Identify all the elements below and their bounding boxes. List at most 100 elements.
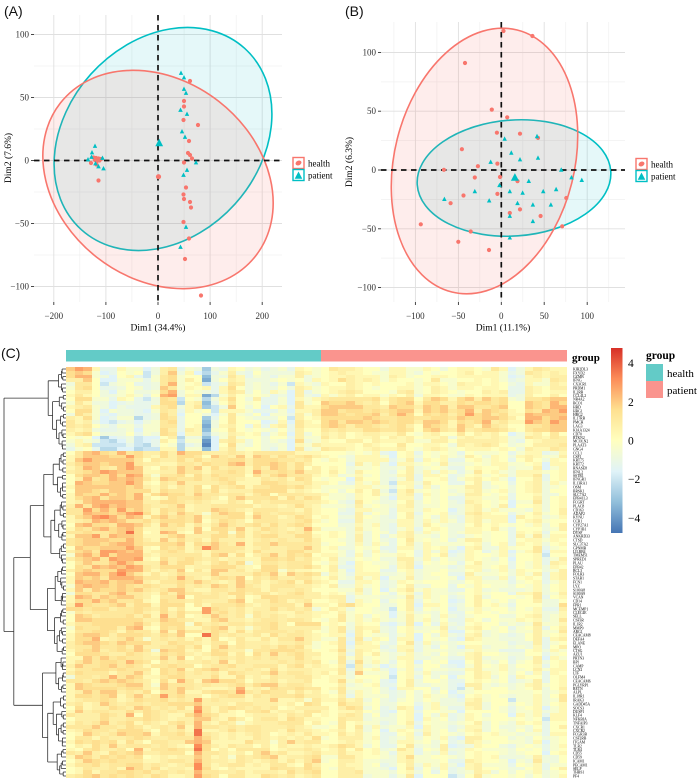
- svg-text:BRSK1: BRSK1: [573, 489, 585, 493]
- svg-text:−50: −50: [451, 311, 466, 321]
- svg-text:−50: −50: [362, 224, 377, 234]
- svg-text:group: group: [646, 350, 675, 362]
- svg-text:(B): (B): [345, 3, 364, 19]
- svg-text:Dim2 (7.6%): Dim2 (7.6%): [3, 133, 14, 183]
- svg-text:EPB42: EPB42: [573, 565, 584, 569]
- svg-text:HBG1: HBG1: [573, 409, 583, 413]
- svg-text:CSF1: CSF1: [573, 455, 582, 459]
- svg-text:CCR1: CCR1: [573, 519, 582, 523]
- svg-text:SLC7A2: SLC7A2: [573, 493, 586, 497]
- svg-text:FXYD2: FXYD2: [573, 371, 585, 375]
- svg-text:−100: −100: [406, 311, 425, 321]
- svg-text:PRDM1: PRDM1: [573, 386, 585, 390]
- svg-text:CEACAM8: CEACAM8: [573, 633, 591, 637]
- svg-text:IL1R2: IL1R2: [573, 622, 583, 626]
- svg-text:TLR4: TLR4: [573, 748, 582, 752]
- svg-text:S100A9: S100A9: [573, 592, 585, 596]
- svg-text:50: 50: [367, 106, 377, 116]
- svg-text:LILRB4: LILRB4: [573, 550, 586, 554]
- svg-text:CLEC4E: CLEC4E: [573, 611, 587, 615]
- svg-text:ITGAM: ITGAM: [573, 740, 586, 744]
- svg-text:CD55: CD55: [573, 751, 582, 755]
- svg-text:TLR2: TLR2: [573, 744, 582, 748]
- svg-text:HBG2: HBG2: [573, 413, 583, 417]
- svg-text:0: 0: [25, 156, 30, 166]
- svg-text:−2: −2: [628, 474, 640, 486]
- svg-text:−200: −200: [45, 311, 64, 321]
- svg-text:KLF4: KLF4: [573, 713, 582, 717]
- svg-text:S100A8: S100A8: [573, 588, 585, 592]
- svg-text:ELANE: ELANE: [573, 641, 586, 645]
- svg-text:100: 100: [580, 311, 594, 321]
- svg-text:Dim1 (34.4%): Dim1 (34.4%): [131, 323, 186, 334]
- svg-text:MCOLN2: MCOLN2: [573, 439, 588, 443]
- svg-text:ALPL: ALPL: [573, 690, 583, 694]
- svg-text:SOCS3: SOCS3: [573, 706, 584, 710]
- svg-text:DYSF: DYSF: [573, 531, 582, 535]
- svg-text:PGLYRP1: PGLYRP1: [573, 683, 589, 687]
- svg-text:CXCR2: CXCR2: [573, 729, 585, 733]
- svg-text:BPI: BPI: [573, 660, 580, 664]
- svg-text:NFKBIA: NFKBIA: [573, 717, 587, 721]
- svg-text:CAMP: CAMP: [573, 664, 583, 668]
- svg-text:100: 100: [16, 30, 30, 40]
- svg-text:IL18R1: IL18R1: [573, 694, 585, 698]
- svg-text:CSF3R: CSF3R: [573, 618, 584, 622]
- svg-text:FCGRT: FCGRT: [573, 500, 585, 504]
- svg-text:CEACAM6: CEACAM6: [573, 679, 591, 683]
- svg-text:CTSD: CTSD: [573, 538, 583, 542]
- svg-text:BCO1: BCO1: [573, 401, 583, 405]
- svg-text:FCN1: FCN1: [573, 580, 582, 584]
- svg-text:PF4: PF4: [573, 774, 579, 778]
- svg-text:health: health: [667, 368, 694, 380]
- svg-text:LAG3: LAG3: [573, 424, 583, 428]
- svg-text:KIAA1324: KIAA1324: [573, 428, 590, 432]
- svg-text:0: 0: [372, 165, 377, 175]
- svg-text:FPR1: FPR1: [573, 603, 582, 607]
- svg-text:0: 0: [499, 311, 504, 321]
- svg-text:KIR2DL3: KIR2DL3: [573, 367, 588, 371]
- svg-text:health: health: [308, 159, 330, 169]
- svg-text:CYP1B1: CYP1B1: [573, 527, 586, 531]
- svg-text:KRT75: KRT75: [573, 458, 584, 462]
- svg-text:GADD45A: GADD45A: [573, 702, 590, 706]
- svg-text:CYP27A1: CYP27A1: [573, 523, 589, 527]
- svg-text:CCL4L2: CCL4L2: [573, 394, 586, 398]
- svg-text:CXCR1: CXCR1: [573, 725, 585, 729]
- svg-text:LYZ: LYZ: [573, 584, 581, 588]
- svg-text:IRAK3: IRAK3: [573, 698, 584, 702]
- svg-text:group: group: [572, 352, 600, 364]
- svg-text:PLAAT3: PLAAT3: [573, 443, 586, 447]
- svg-text:−100: −100: [357, 283, 376, 293]
- svg-text:0: 0: [156, 311, 161, 321]
- svg-text:IL2RB: IL2RB: [573, 390, 584, 394]
- svg-text:200: 200: [255, 311, 269, 321]
- svg-text:Dim1 (11.1%): Dim1 (11.1%): [476, 323, 531, 334]
- svg-text:CD163: CD163: [573, 508, 584, 512]
- svg-text:IFNG: IFNG: [573, 378, 582, 382]
- svg-text:Dim2 (6.3%): Dim2 (6.3%): [344, 137, 355, 187]
- svg-text:FOLR3: FOLR3: [573, 572, 584, 576]
- svg-text:patient: patient: [667, 385, 697, 397]
- svg-text:CX3CR1: CX3CR1: [573, 382, 587, 386]
- svg-text:DUSP1: DUSP1: [573, 710, 584, 714]
- svg-text:KYNU: KYNU: [573, 515, 584, 519]
- svg-text:MMP9: MMP9: [573, 626, 584, 630]
- svg-text:0: 0: [628, 436, 634, 448]
- svg-text:−100: −100: [97, 311, 116, 321]
- svg-text:RTKN2: RTKN2: [573, 436, 585, 440]
- svg-text:BCL3: BCL3: [573, 569, 582, 573]
- svg-text:patient: patient: [651, 172, 676, 182]
- svg-text:CCL1: CCL1: [573, 451, 582, 455]
- svg-text:−100: −100: [10, 282, 29, 292]
- svg-text:TMEM51: TMEM51: [573, 553, 588, 557]
- svg-text:SSTR1: SSTR1: [573, 474, 584, 478]
- svg-text:CSF2RB: CSF2RB: [573, 736, 587, 740]
- svg-text:(C): (C): [1, 345, 20, 361]
- svg-text:STAB1: STAB1: [573, 576, 584, 580]
- svg-text:SLC37A2: SLC37A2: [573, 542, 588, 546]
- svg-text:health: health: [651, 160, 673, 170]
- svg-text:50: 50: [20, 93, 30, 103]
- svg-text:HBD: HBD: [573, 405, 581, 409]
- svg-text:ANKRD33: ANKRD33: [573, 534, 590, 538]
